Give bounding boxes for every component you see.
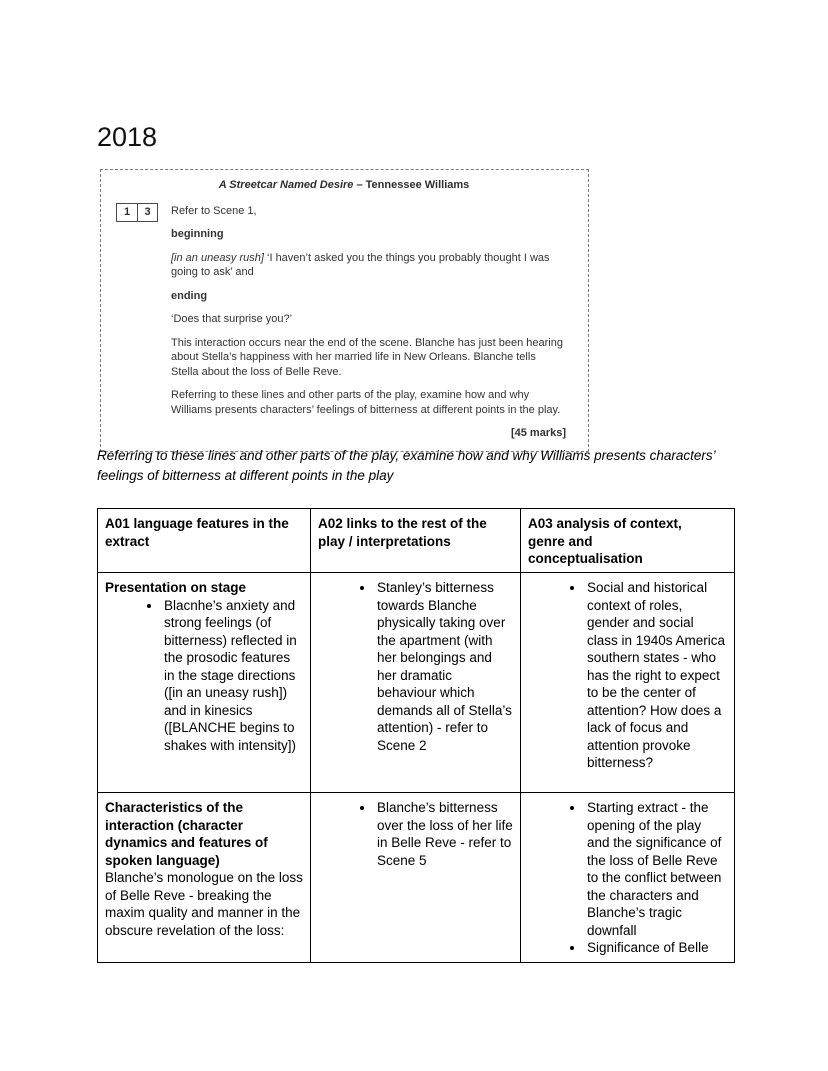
author-name: – Tennessee Williams [353, 179, 470, 191]
cell-a03-row2: Starting extract - the opening of the pl… [520, 792, 735, 963]
cell-a03-row1: Social and historical context of roles, … [520, 572, 735, 793]
cell-heading: Presentation on stage [105, 580, 247, 595]
analysis-table: A01 language features in the extract A02… [97, 508, 735, 963]
cell-text: Blanche’s monologue on the loss of Belle… [105, 870, 303, 938]
table-header-a01: A01 language features in the extract [97, 508, 311, 573]
question-number-digit: 3 [137, 203, 157, 221]
bullet-list: Blacnhe’s anxiety and strong feelings (o… [105, 597, 303, 755]
ending-label: ending [171, 289, 208, 302]
cell-a02-row2: Blanche’s bitterness over the loss of he… [310, 792, 521, 963]
bullet-list: Blanche’s bitterness over the loss of he… [318, 799, 513, 869]
play-title: A Streetcar Named Desire [218, 179, 354, 191]
table-header-row: A01 language features in the extract A02… [97, 508, 735, 573]
cell-heading: Characteristics of the interaction (char… [105, 800, 268, 868]
stage-direction: [in an uneasy rush] [171, 251, 264, 264]
table-row: Presentation on stage Blacnhe’s anxiety … [97, 572, 735, 793]
exam-question-content: 1 3 Refer to Scene 1, beginning [in an u… [116, 202, 566, 441]
opening-quote: [in an uneasy rush] ‘I haven’t asked you… [171, 251, 566, 280]
bullet-item: Starting extract - the opening of the pl… [585, 799, 727, 939]
beginning-label: beginning [171, 228, 224, 240]
bullet-list: Social and historical context of roles, … [528, 579, 727, 772]
context-paragraph: This interaction occurs near the end of … [171, 336, 563, 378]
cell-a01-row2: Characteristics of the interaction (char… [97, 792, 311, 963]
question-number-box: 1 3 [116, 202, 158, 222]
restated-question: Referring to these lines and other parts… [97, 448, 715, 483]
question-number-digit: 1 [123, 205, 131, 218]
marks-label: [45 marks] [510, 427, 566, 439]
year-heading: 2018 [97, 122, 158, 152]
task-paragraph: Referring to these lines and other parts… [171, 389, 561, 416]
cell-a02-row1: Stanley’s bitterness towards Blanche phy… [310, 572, 521, 793]
bullet-list: Starting extract - the opening of the pl… [528, 799, 727, 957]
bullet-item: Significance of Belle [585, 939, 727, 957]
bullet-item: Blanche’s bitterness over the loss of he… [375, 799, 513, 869]
bullet-list: Stanley’s bitterness towards Blanche phy… [318, 579, 513, 754]
exam-question-box: A Streetcar Named Desire – Tennessee Wil… [100, 169, 589, 452]
table-header-a03: A03 analysis of context, genre and conce… [520, 508, 735, 573]
bullet-item: Stanley’s bitterness towards Blanche phy… [375, 579, 513, 754]
closing-quote: ‘Does that surprise you?’ [171, 313, 293, 325]
refer-line: Refer to Scene 1, [171, 204, 257, 217]
exam-paper-title: A Streetcar Named Desire – Tennessee Wil… [116, 178, 572, 193]
cell-a01-row1: Presentation on stage Blacnhe’s anxiety … [97, 572, 311, 793]
opening-quote-text: ‘I haven’t asked you the things you prob… [171, 251, 550, 279]
table-row: Characteristics of the interaction (char… [97, 792, 735, 963]
bullet-item: Social and historical context of roles, … [585, 579, 727, 772]
bullet-item: Blacnhe’s anxiety and strong feelings (o… [162, 597, 303, 755]
table-header-a02: A02 links to the rest of the play / inte… [310, 508, 521, 573]
